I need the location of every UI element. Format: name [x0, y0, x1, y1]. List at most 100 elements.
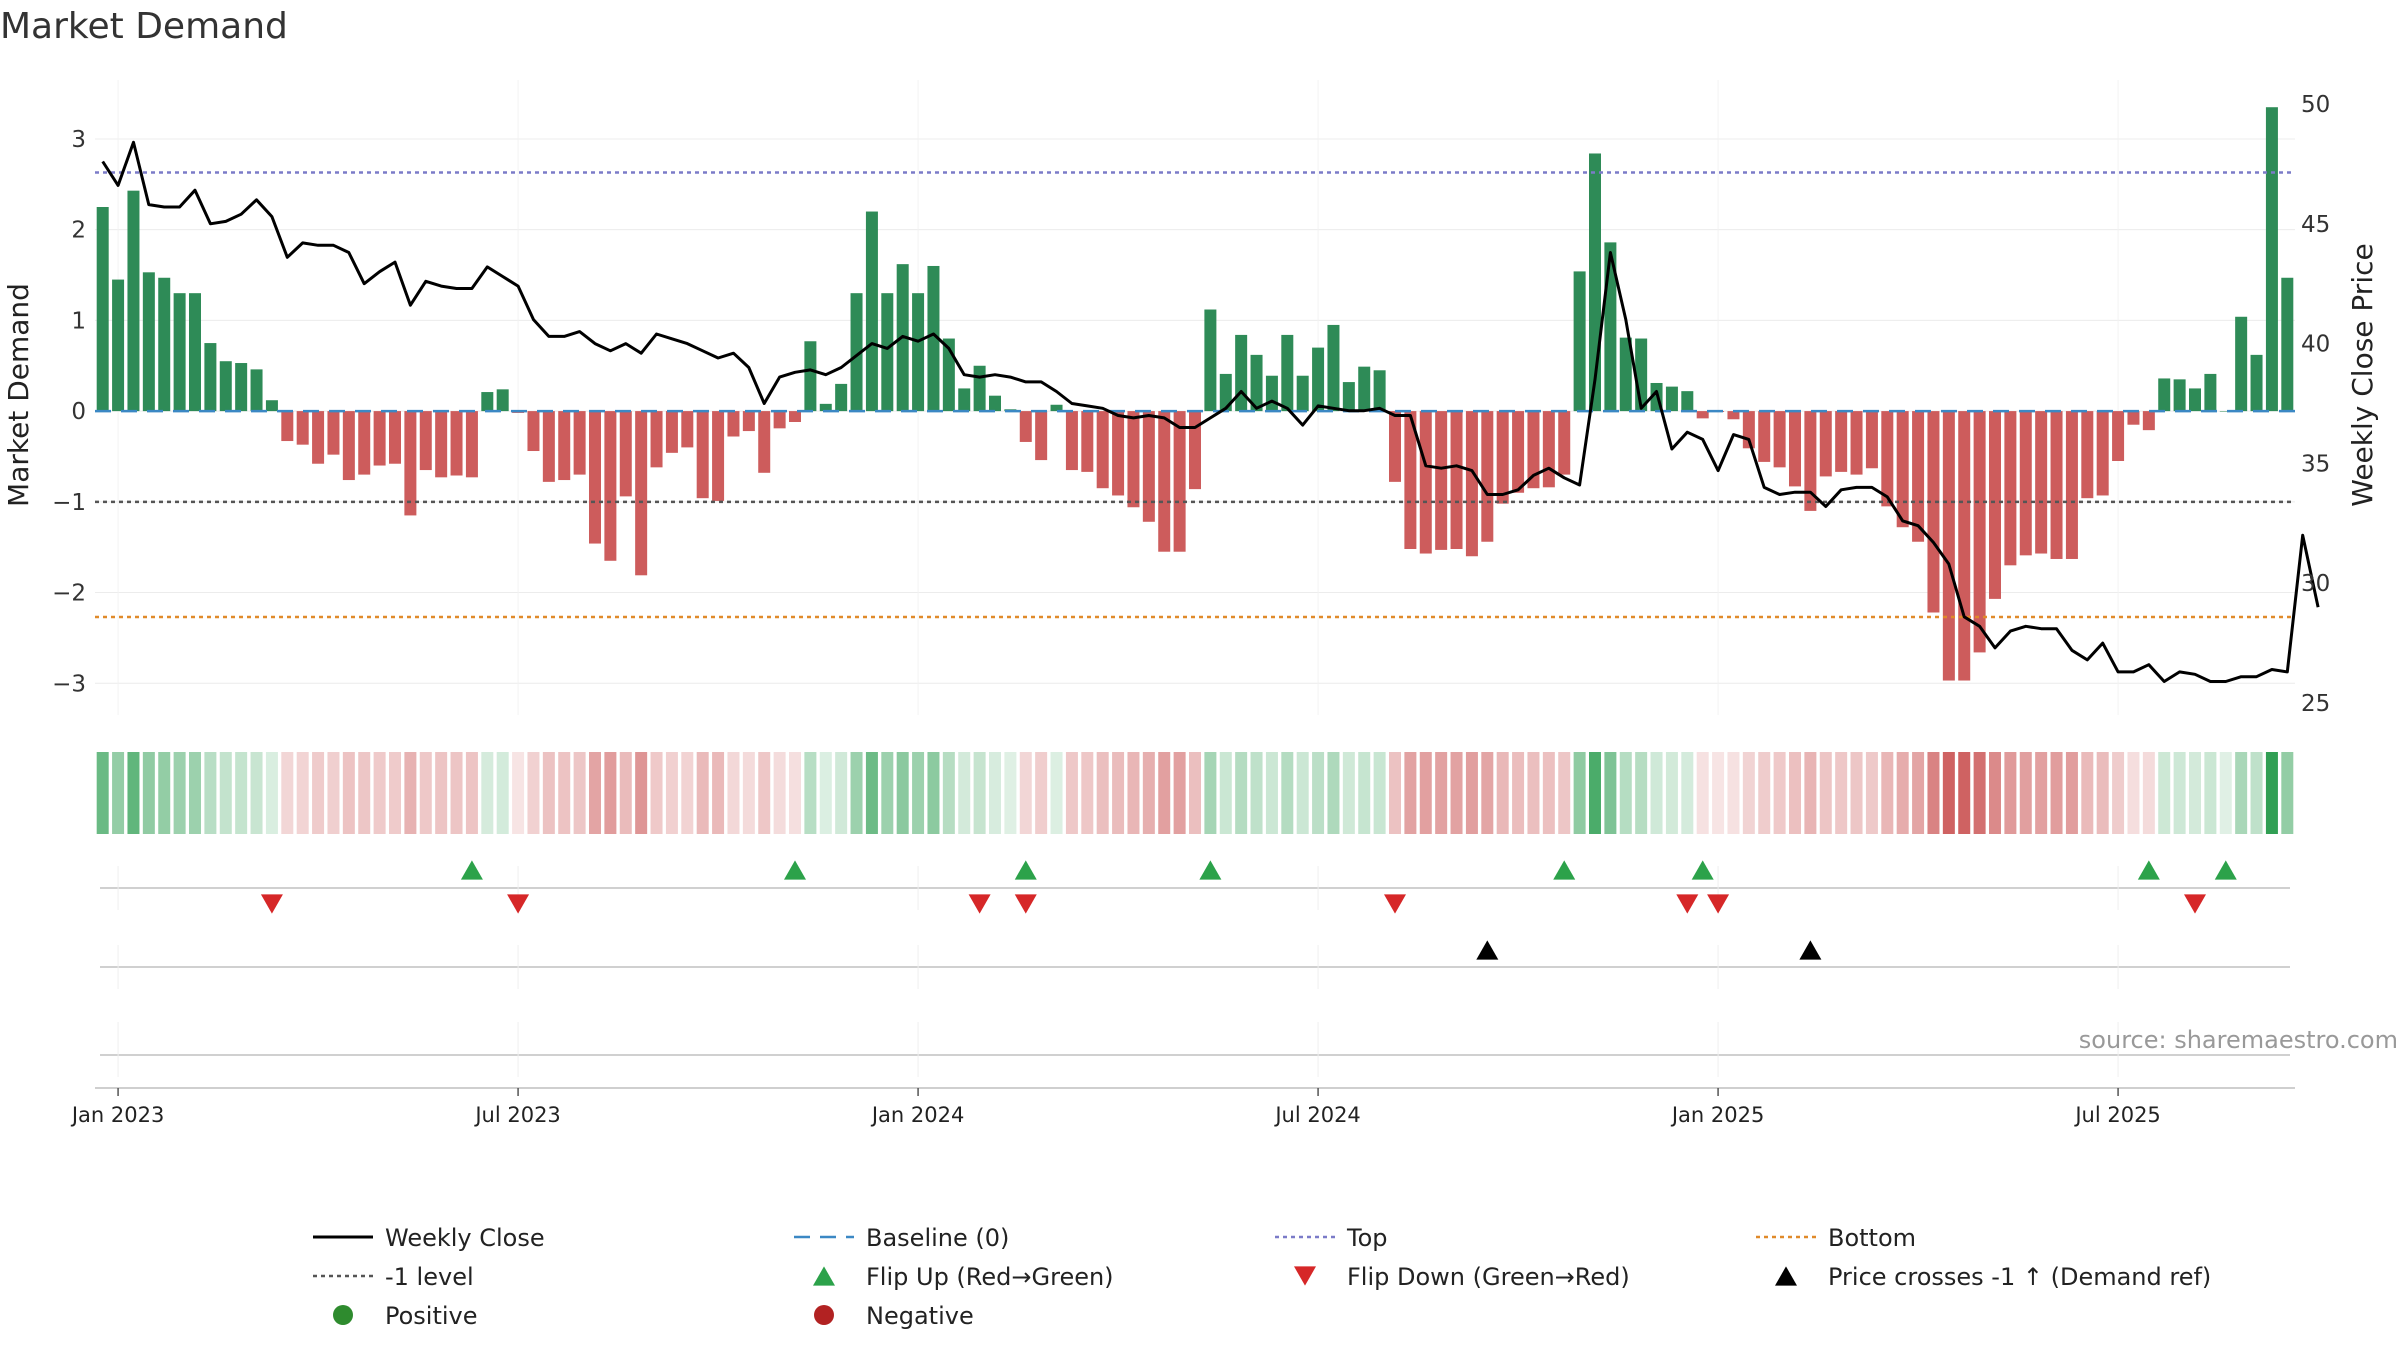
heat-cell	[1235, 752, 1248, 834]
demand-bar	[1850, 411, 1863, 475]
demand-bar	[1696, 411, 1709, 419]
heat-cell	[1927, 752, 1940, 834]
legend-item: Weekly Close	[313, 1224, 545, 1252]
heat-cell	[281, 752, 294, 834]
price-cross-marker	[1476, 940, 1499, 960]
heat-cell	[2112, 752, 2125, 834]
demand-bar	[250, 369, 263, 412]
heat-cell	[742, 752, 755, 834]
flip-up-marker	[1014, 860, 1037, 880]
demand-bar	[235, 363, 248, 412]
demand-bar	[665, 411, 678, 453]
legend-swatch	[813, 1266, 835, 1286]
demand-bar	[1789, 411, 1801, 487]
demand-bar	[696, 411, 709, 499]
heat-cell	[1281, 752, 1294, 834]
flip-markers-row	[100, 860, 2290, 914]
heat-cell	[1173, 752, 1186, 834]
y2-tick-label: 45	[2301, 212, 2330, 238]
legend-item: Flip Down (Green→Red)	[1294, 1263, 1630, 1291]
demand-bar	[1527, 411, 1540, 489]
heat-cell	[265, 752, 278, 834]
flip-down-marker	[507, 894, 530, 914]
demand-bar	[1865, 411, 1878, 469]
demand-bar	[1896, 411, 1909, 528]
heat-cell	[1589, 752, 1601, 834]
heat-cell	[142, 752, 155, 834]
demand-bar	[558, 411, 571, 481]
heat-cell	[389, 752, 401, 834]
demand-bar	[327, 411, 340, 455]
heat-cell	[250, 752, 263, 834]
demand-bar	[2019, 411, 2032, 556]
y2-tick-label: 25	[2301, 691, 2330, 717]
legend-label: Baseline (0)	[866, 1224, 1009, 1252]
flip-down-marker	[2184, 894, 2206, 914]
heat-cell	[1758, 752, 1771, 834]
heat-cell	[619, 752, 632, 834]
legend-label: -1 level	[385, 1263, 474, 1291]
heat-cell	[1696, 752, 1709, 834]
demand-bar	[942, 338, 955, 412]
heat-cell	[1419, 752, 1432, 834]
flip-down-marker	[1014, 894, 1037, 914]
y-axis-ticks: −3 −2 −1 0 1 2 3	[52, 127, 86, 697]
demand-bar	[1973, 411, 1986, 653]
heat-cell	[1558, 752, 1571, 834]
y2-tick-label: 35	[2301, 451, 2330, 477]
demand-bar	[2265, 107, 2278, 412]
heat-cell	[2265, 752, 2278, 834]
demand-bar	[1758, 411, 1771, 462]
heat-cell	[342, 752, 355, 834]
flip-up-marker	[1553, 860, 1576, 880]
chart-title: Market Demand	[0, 6, 288, 47]
demand-bar	[1296, 375, 1309, 412]
legend-item: Negative	[814, 1302, 974, 1330]
flip-up-marker	[1691, 860, 1714, 880]
demand-bar	[1481, 411, 1494, 542]
reference-lines	[95, 171, 2295, 619]
heat-cell	[219, 752, 232, 834]
heat-cell	[1989, 752, 2001, 834]
demand-bar	[481, 392, 494, 412]
demand-bar	[173, 293, 186, 412]
heat-cell	[927, 752, 940, 834]
demand-bar	[1312, 347, 1325, 412]
heat-cell	[1512, 752, 1525, 834]
heat-cell	[681, 752, 694, 834]
demand-bar	[1819, 411, 1832, 477]
legend-swatch	[1294, 1266, 1316, 1286]
heat-cell	[1296, 752, 1309, 834]
heat-cell	[758, 752, 771, 834]
heat-cell	[496, 752, 509, 834]
heat-cell	[358, 752, 371, 834]
legend-item: -1 level	[313, 1263, 474, 1291]
demand-bar	[958, 388, 971, 412]
heat-cell	[1389, 752, 1401, 834]
flip-up-marker	[2137, 860, 2160, 880]
heat-cell	[989, 752, 1001, 834]
y2-tick-label: 40	[2301, 332, 2330, 358]
heat-cell	[2096, 752, 2109, 834]
heat-cell	[204, 752, 217, 834]
heat-cell	[419, 752, 432, 834]
heat-cell	[2250, 752, 2263, 834]
legend-label: Weekly Close	[385, 1224, 545, 1252]
demand-bar	[1389, 411, 1401, 482]
demand-bar	[804, 341, 817, 412]
flip-up-marker	[784, 860, 806, 880]
heat-cell	[235, 752, 248, 834]
demand-bar	[2065, 411, 2078, 559]
demand-bar	[1142, 411, 1155, 522]
heat-cell	[942, 752, 955, 834]
legend-swatch	[1775, 1266, 1797, 1286]
demand-bar	[1019, 411, 1032, 442]
heat-cell	[1127, 752, 1140, 834]
heat-cell	[189, 752, 201, 834]
demand-bar	[1158, 411, 1171, 552]
legend-item: Baseline (0)	[794, 1224, 1009, 1252]
heat-cell	[2281, 752, 2294, 834]
heat-cell	[1665, 752, 1678, 834]
demand-bar	[1665, 386, 1678, 412]
demand-bar	[1542, 411, 1555, 488]
